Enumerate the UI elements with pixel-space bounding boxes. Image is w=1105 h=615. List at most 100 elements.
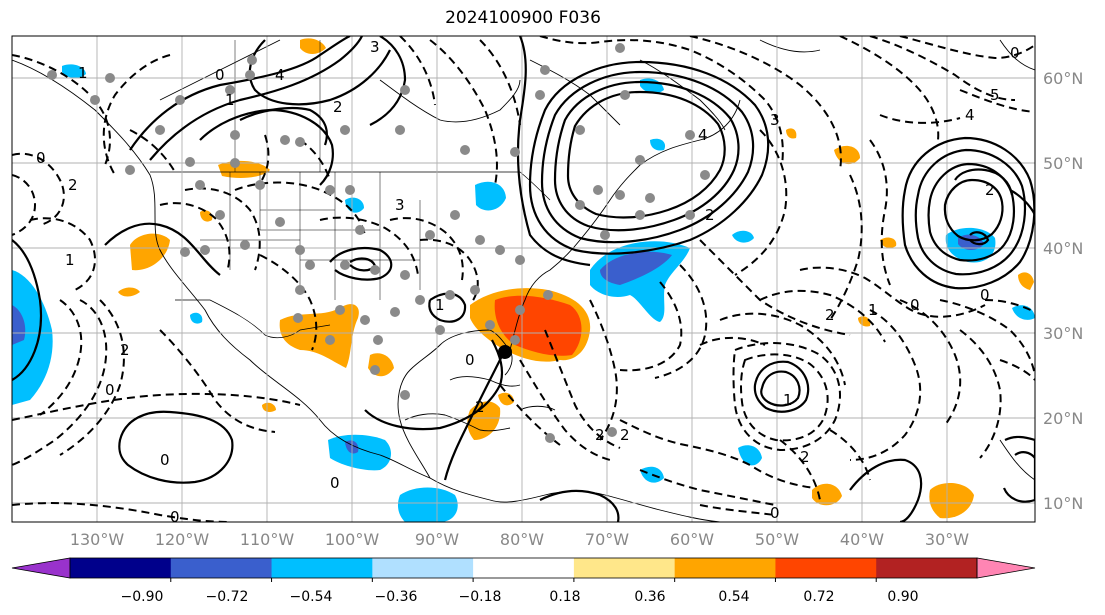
obs-point — [495, 245, 505, 255]
contour-line — [732, 342, 841, 452]
obs-point — [593, 185, 603, 195]
contour-line — [519, 359, 611, 461]
obs-point — [540, 65, 550, 75]
obs-point — [620, 90, 630, 100]
obs-point — [370, 365, 380, 375]
coastline — [509, 99, 741, 351]
contour-line — [619, 419, 816, 489]
colorbar-tick-label: −0.18 — [459, 589, 502, 605]
lat-label: 30°N — [1043, 324, 1083, 343]
contour-labels: 0 1 4 2 3 0 1 2 3 2 0 1 2 4 3 5 4 0 2 0 … — [36, 38, 1020, 522]
obs-point — [295, 285, 305, 295]
contour-label: 2 — [620, 426, 630, 444]
obs-point — [425, 230, 435, 240]
shade-area — [738, 445, 762, 466]
contour-line — [29, 217, 96, 291]
contour-line — [901, 136, 1035, 290]
contour-line — [248, 39, 391, 106]
obs-point — [200, 245, 210, 255]
lat-label: 20°N — [1043, 409, 1083, 428]
obs-point — [47, 70, 57, 80]
shade-area — [732, 230, 754, 243]
obs-point — [515, 255, 525, 265]
contour-line — [12, 502, 231, 522]
contour-line — [779, 439, 821, 501]
contour-line — [399, 36, 436, 106]
shade-area — [650, 138, 666, 151]
contour-label: 2 — [68, 176, 78, 194]
contour-line — [969, 231, 990, 246]
contour-line — [118, 410, 234, 484]
obs-point — [575, 200, 585, 210]
contour-label: 2 — [985, 181, 995, 199]
lon-label: 90°W — [415, 530, 459, 549]
colorbar-segment — [573, 558, 676, 578]
shade-area — [12, 305, 26, 345]
contour-line — [329, 246, 393, 281]
observation-points — [47, 43, 710, 443]
obs-point — [607, 427, 617, 437]
colorbar-tick-label: 0.54 — [718, 589, 749, 605]
shade-area — [200, 210, 213, 222]
obs-point — [545, 433, 555, 443]
colorbar-tick-label: −0.54 — [290, 589, 333, 605]
obs-point — [450, 210, 460, 220]
lon-label: 130°W — [70, 530, 125, 549]
contour-label: 0 — [105, 381, 115, 399]
contour-line — [443, 349, 506, 481]
obs-point — [510, 335, 520, 345]
shade-area — [475, 181, 506, 211]
coastline — [519, 405, 556, 411]
obs-point — [90, 95, 100, 105]
obs-point — [615, 43, 625, 53]
coastline — [159, 39, 281, 101]
obs-point — [325, 185, 335, 195]
contour-line — [149, 36, 363, 161]
obs-point — [185, 157, 195, 167]
lon-label: 80°W — [500, 530, 544, 549]
obs-point — [355, 225, 365, 235]
obs-point — [645, 193, 655, 203]
obs-point — [370, 265, 380, 275]
colorbar-tick-label: −0.90 — [121, 589, 164, 605]
lat-label: 50°N — [1043, 154, 1083, 173]
obs-point — [305, 260, 315, 270]
obs-point — [325, 335, 335, 345]
colorbar-tick-label: −0.36 — [375, 589, 418, 605]
lon-label: 70°W — [585, 530, 629, 549]
obs-point — [230, 158, 240, 168]
contour-line — [12, 392, 301, 421]
map-title: 2024100900 F036 — [445, 8, 601, 28]
lon-label: 30°W — [925, 530, 969, 549]
colorbar-tick-label: 0.18 — [549, 589, 580, 605]
obs-point — [245, 70, 255, 80]
obs-point — [400, 390, 410, 400]
contour-line — [12, 152, 65, 226]
contour-label: 2 — [333, 98, 343, 116]
lat-label: 40°N — [1043, 239, 1083, 258]
contour-line — [479, 39, 521, 126]
obs-point — [470, 285, 480, 295]
obs-point — [240, 240, 250, 250]
contour-line — [954, 168, 1014, 196]
obs-point — [340, 260, 350, 270]
coastline — [639, 59, 726, 131]
contour-line — [528, 60, 770, 255]
shade-area — [812, 483, 842, 506]
obs-point — [360, 315, 370, 325]
contour-line — [364, 339, 504, 431]
colorbar-tick-label: −0.72 — [206, 589, 249, 605]
contour-line — [829, 174, 863, 321]
shade-area — [929, 483, 974, 519]
contour-line — [1002, 435, 1035, 503]
colorbar-border — [69, 557, 978, 579]
state-border — [200, 172, 421, 300]
contour-line — [104, 222, 221, 276]
contour-line — [261, 134, 270, 181]
contour-label: 1 — [868, 301, 878, 319]
coastline — [999, 39, 1035, 71]
contour-label: 1 — [435, 296, 445, 314]
obs-point — [230, 130, 240, 140]
contour-line — [39, 299, 83, 416]
contour-line — [719, 312, 846, 386]
